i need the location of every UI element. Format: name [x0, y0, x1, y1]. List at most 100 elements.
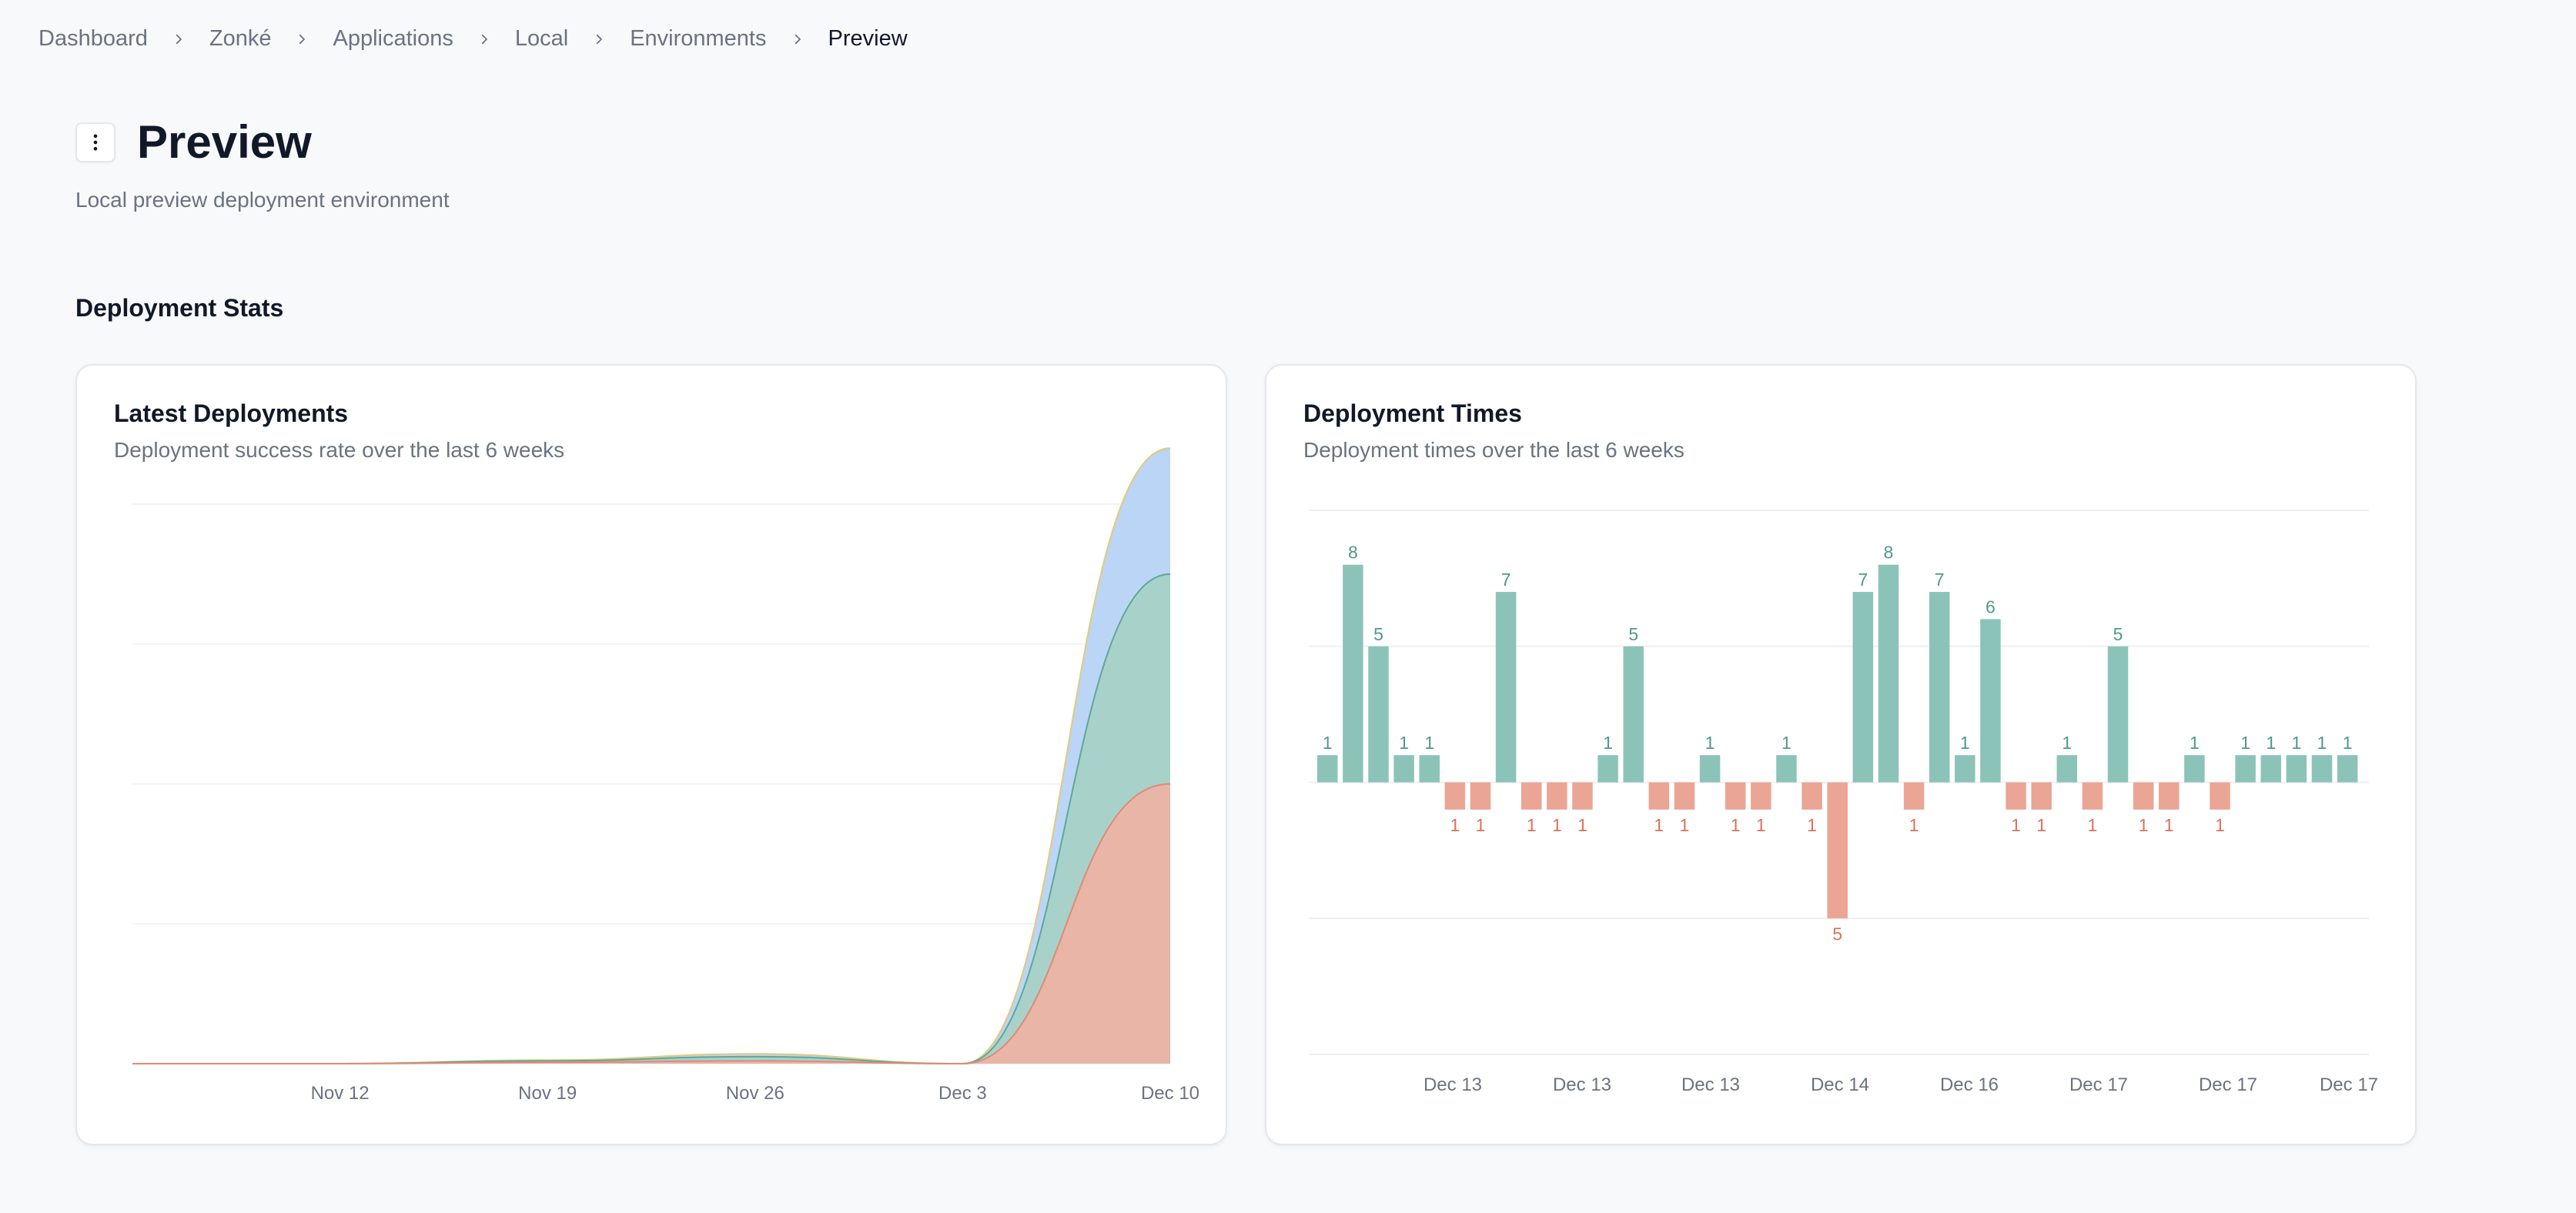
breadcrumb-applications[interactable]: Applications [333, 26, 453, 51]
chevron-right-icon [788, 30, 807, 48]
bar-value-label: 1 [1603, 733, 1613, 753]
bar-success[interactable] [1929, 592, 1950, 783]
deployment-times-card: Deployment Times Deployment times over t… [1265, 364, 2417, 1145]
bar-failure[interactable] [1903, 782, 1925, 810]
area-series-failed [132, 784, 1170, 1064]
bar-success[interactable] [1776, 755, 1797, 783]
x-tick-label: Dec 10 [1141, 1083, 1199, 1104]
bar-value-label: 8 [1884, 543, 1894, 563]
chevron-right-icon [590, 30, 608, 48]
bar-success[interactable] [1597, 755, 1618, 783]
bar-failure[interactable] [1674, 782, 1695, 810]
bar-failure[interactable] [1802, 782, 1822, 810]
bar-success[interactable] [2056, 755, 2078, 783]
bar-success[interactable] [1368, 646, 1389, 783]
bar-value-label: 1 [2088, 815, 2098, 835]
bar-value-label: 7 [1858, 570, 1868, 590]
bar-failure[interactable] [2082, 782, 2103, 810]
bar-failure[interactable] [1648, 782, 1670, 810]
bar-failure[interactable] [2159, 782, 2180, 810]
bar-value-label: 1 [1680, 815, 1690, 835]
breadcrumb-zonke[interactable]: Zonké [209, 26, 272, 51]
bar-failure[interactable] [1547, 782, 1567, 810]
bar-value-label: 1 [2291, 733, 2301, 753]
bar-success[interactable] [2286, 755, 2307, 783]
bar-failure[interactable] [2031, 782, 2052, 810]
x-tick-label: Dec 14 [1811, 1074, 1869, 1095]
bar-success[interactable] [1852, 592, 1874, 783]
bar-value-label: 1 [2190, 733, 2200, 753]
bar-value-label: 1 [1731, 815, 1741, 835]
section-title: Deployment Stats [75, 294, 284, 322]
bar-success[interactable] [2311, 755, 2333, 783]
bar-value-label: 1 [1781, 733, 1791, 753]
bar-success[interactable] [2260, 755, 2282, 783]
bar-failure[interactable] [1827, 782, 1848, 919]
bar-success[interactable] [1878, 564, 1899, 783]
area-series-success-line [132, 573, 1171, 1065]
bar-value-label: 1 [1527, 815, 1537, 835]
bar-value-label: 1 [1807, 815, 1817, 835]
bar-success[interactable] [2337, 755, 2358, 783]
bar-value-label: 7 [1935, 570, 1945, 590]
x-tick-label: Dec 3 [938, 1083, 987, 1104]
bar-failure[interactable] [1572, 782, 1593, 810]
bar-value-label: 1 [2036, 815, 2046, 835]
bar-success[interactable] [2184, 755, 2205, 783]
bar-value-label: 1 [1756, 815, 1766, 835]
bar-failure[interactable] [2210, 782, 2230, 810]
breadcrumb-local[interactable]: Local [514, 26, 569, 51]
card-description: Deployment times over the last 6 weeks [1303, 438, 1684, 462]
x-tick-label: Nov 19 [518, 1083, 577, 1104]
bar-value-label: 1 [1654, 815, 1664, 835]
bar-success[interactable] [1955, 755, 1975, 783]
chevron-right-icon [293, 30, 311, 48]
x-tick-label: Dec 16 [1940, 1074, 1999, 1095]
bar-failure[interactable] [1444, 782, 1466, 810]
bar-value-label: 5 [2113, 624, 2123, 644]
bar-success[interactable] [1699, 755, 1721, 783]
area-series-pending-line [132, 447, 1171, 1065]
bar-success[interactable] [1980, 619, 2001, 783]
x-tick-label: Dec 13 [1553, 1074, 1611, 1095]
bar-value-label: 1 [1323, 733, 1333, 753]
area-series-success [132, 573, 1170, 1064]
x-tick-label: Dec 17 [2199, 1074, 2257, 1095]
actions-menu-button[interactable] [75, 122, 115, 162]
breadcrumb: Dashboard Zonké Applications Local Envir… [38, 26, 908, 52]
bar-success[interactable] [2235, 755, 2256, 783]
x-tick-label: Dec 17 [2069, 1074, 2128, 1095]
bar-failure[interactable] [1725, 782, 1746, 810]
chevron-right-icon [475, 30, 493, 48]
bar-value-label: 1 [1399, 733, 1409, 753]
bar-value-label: 1 [2139, 815, 2149, 835]
bar-failure[interactable] [1470, 782, 1491, 810]
area-series-pending [132, 448, 1170, 1064]
card-title: Deployment Times [1303, 399, 1522, 427]
bar-success[interactable] [1623, 646, 1644, 783]
bar-success[interactable] [1419, 755, 1440, 783]
vertical-dots-icon [93, 134, 98, 150]
bar-success[interactable] [1317, 755, 1338, 783]
bar-success[interactable] [1495, 592, 1517, 783]
page-title: Preview [137, 116, 312, 168]
bar-value-label: 1 [1476, 815, 1486, 835]
breadcrumb-dashboard[interactable]: Dashboard [38, 26, 148, 51]
bar-failure[interactable] [1521, 782, 1542, 810]
bar-success[interactable] [1393, 755, 1414, 783]
bar-success[interactable] [2107, 646, 2129, 783]
bar-failure[interactable] [1751, 782, 1771, 810]
bar-value-label: 1 [1552, 815, 1562, 835]
bar-value-label: 1 [1450, 815, 1460, 835]
bar-failure[interactable] [2133, 782, 2154, 810]
breadcrumb-preview: Preview [828, 26, 908, 51]
bar-value-label: 7 [1501, 570, 1511, 590]
bar-success[interactable] [1343, 564, 1363, 783]
bar-value-label: 1 [1909, 815, 1919, 835]
x-tick-label: Nov 26 [726, 1083, 785, 1104]
breadcrumb-environments[interactable]: Environments [630, 26, 767, 51]
bar-value-label: 1 [1577, 815, 1587, 835]
bar-value-label: 8 [1348, 543, 1358, 563]
bar-failure[interactable] [2006, 782, 2026, 810]
